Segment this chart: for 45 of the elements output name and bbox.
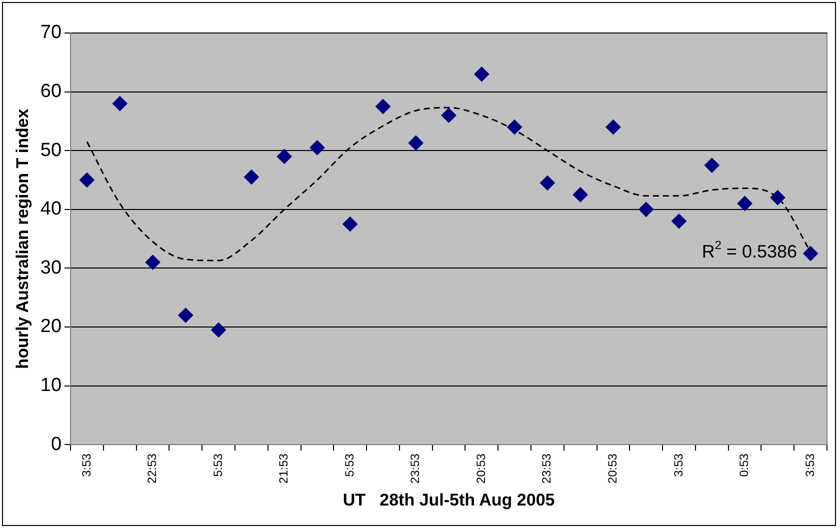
x-tick-label: 20:53: [474, 453, 488, 484]
x-tick-label: 20:53: [606, 453, 620, 484]
point: [408, 135, 424, 150]
point: [375, 98, 390, 114]
x-tick-label: 23:53: [408, 453, 422, 484]
x-tick-label: 5:53: [210, 453, 225, 477]
y-tick-label: 70: [40, 22, 62, 44]
point: [572, 187, 588, 202]
point: [803, 246, 818, 261]
point: [770, 190, 786, 206]
x-tick-label: 3:53: [671, 453, 686, 477]
y-tick-label: 10: [40, 375, 62, 396]
x-tick-label: 21:53: [276, 453, 291, 484]
point: [145, 254, 160, 270]
y-tick-label: 50: [40, 140, 62, 161]
y-tick-label: 40: [40, 198, 62, 220]
x-tick-label: 3:53: [802, 453, 817, 477]
y-tick-label: 20: [40, 316, 62, 338]
point: [342, 216, 358, 232]
point: [540, 175, 555, 190]
x-tick-label: 3:53: [79, 453, 94, 477]
point: [244, 170, 259, 185]
point: [112, 96, 128, 112]
point: [638, 202, 654, 217]
y-tick-label: 0: [50, 434, 62, 455]
point: [276, 148, 292, 164]
x-tick-label: 0:53: [737, 453, 752, 477]
point: [507, 120, 522, 135]
y-tick-label: 60: [40, 81, 62, 102]
point: [704, 158, 720, 173]
point: [441, 108, 456, 123]
point: [79, 172, 94, 188]
point: [671, 214, 686, 229]
x-tick-label: 23:53: [540, 453, 554, 484]
point: [474, 66, 490, 82]
y-tick-label: 30: [40, 257, 62, 278]
point: [737, 196, 752, 212]
point: [211, 322, 226, 338]
x-axis-title: UT 28th Jul-5th Aug 2005: [342, 490, 555, 510]
point: [606, 120, 621, 135]
point: [178, 308, 194, 323]
point: [310, 140, 325, 156]
y-axis-title: hourly Australian region T index: [12, 108, 32, 369]
x-tick-label: 5:53: [342, 453, 356, 477]
x-tick-label: 22:53: [145, 453, 160, 484]
